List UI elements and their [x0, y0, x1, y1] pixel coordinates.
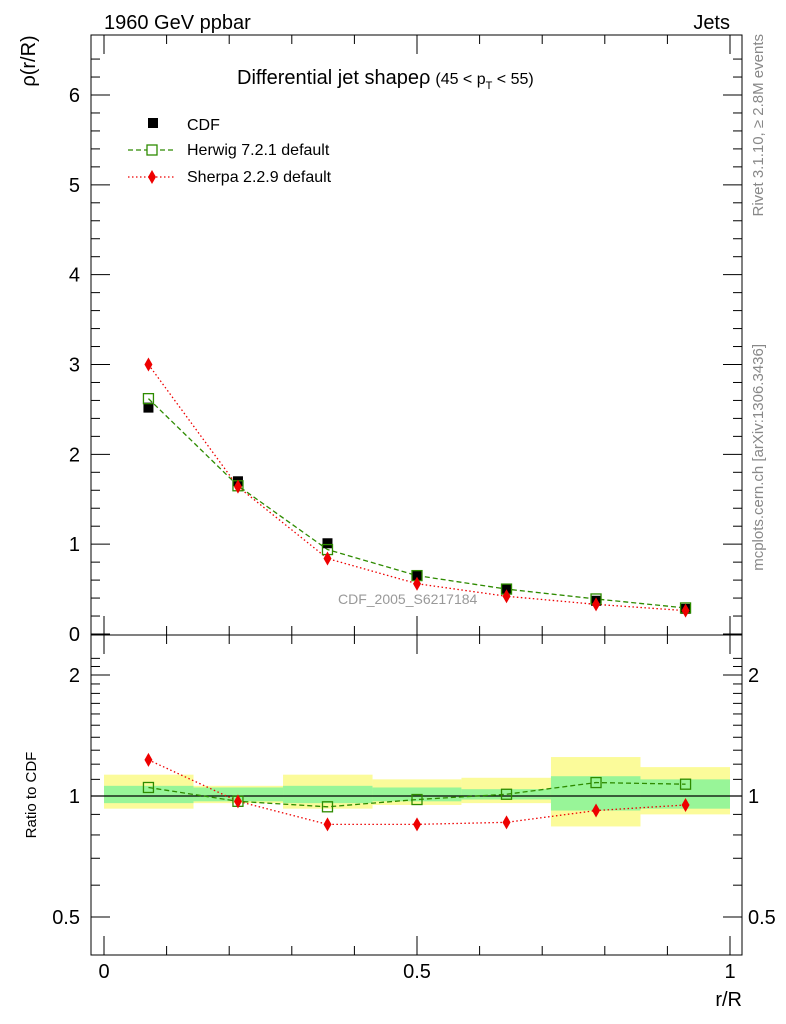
sherpa-point: [592, 597, 601, 612]
x-axis-label: r/R: [715, 989, 742, 1011]
cdf-point: [322, 538, 333, 549]
sherpa-ratio-point: [592, 803, 601, 818]
sherpa-point: [502, 589, 511, 604]
main-ytick-label: 6: [69, 85, 80, 107]
title-subscript: T: [486, 80, 493, 92]
herwig-ratio-point: [500, 788, 513, 800]
ratio-ytick-label-right: 2: [748, 665, 759, 687]
rivet-label: Rivet 3.1.10, ≥ 2.8M events: [750, 34, 767, 217]
category-label: Jets: [693, 12, 730, 34]
sherpa-ratio-point: [323, 817, 332, 832]
legend-sherpa-label: Sherpa 2.2.9 default: [187, 169, 332, 186]
ratio-ytick-label-right: 0.5: [748, 907, 776, 929]
title-rho: ρ: [419, 67, 430, 89]
ratio-ylabel: Ratio to CDF: [23, 752, 40, 839]
main-ytick-label: 3: [69, 355, 80, 377]
sherpa-point: [144, 357, 153, 372]
sherpa-ratio-point: [681, 797, 690, 812]
title-range-close: < 55): [492, 71, 533, 88]
main-marks-layer: [142, 357, 692, 618]
ratio-ytick-label: 2: [69, 665, 80, 687]
herwig-ratio-point: [590, 776, 602, 789]
cdf-uncertainty-band-inner: [461, 789, 551, 800]
sherpa-ratio-point: [144, 752, 153, 767]
legend-cdf-label: CDF: [187, 117, 220, 134]
sherpa-point: [681, 603, 690, 618]
main-ytick-label: 2: [69, 444, 80, 466]
herwig-ratio-point: [411, 793, 423, 806]
herwig-point: [142, 392, 155, 405]
sherpa-ratio-point: [413, 817, 421, 832]
ratio-xtick-label: 0: [98, 961, 109, 983]
legend: CDF Herwig 7.2.1 default Sherpa 2.2.9 de…: [128, 117, 332, 186]
main-ytick-label: 0: [69, 624, 80, 646]
cdf-point: [412, 570, 422, 581]
title-range-open: (45 < p: [435, 71, 485, 88]
ratio-bands-layer: [104, 757, 730, 827]
ratio-marks-layer: [142, 752, 692, 832]
legend-cdf-marker: [148, 118, 158, 128]
sherpa-ratio-point: [502, 815, 511, 830]
herwig-ratio-point: [679, 778, 692, 790]
cdf-point: [143, 402, 154, 413]
herwig-ratio-point: [321, 801, 334, 813]
cdf-uncertainty-band-inner: [104, 785, 194, 804]
plot-title: Differential jet shapeρ (45 < pT < 55): [237, 67, 534, 92]
main-ytick-label: 1: [69, 534, 80, 556]
legend-herwig-marker: [146, 144, 158, 156]
main-panel: 0 1 2 3 4 5 6 ρ(r/R) CDF_2005_S6217184 Differe…: [18, 34, 743, 646]
cdf-point: [501, 584, 512, 595]
main-ytick-label: 4: [69, 265, 80, 287]
sherpa-point: [233, 479, 242, 494]
title-main: Differential jet shape: [237, 67, 419, 89]
sherpa-point: [413, 576, 421, 591]
ratio-xtick-label: 1: [724, 961, 735, 983]
ratio-xtick-label: 0.5: [403, 961, 431, 983]
ratio-ticks-layer: 0.5 0.5 1 1 2 2 0 0.5 1: [52, 635, 776, 983]
ratio-panel: 0.5 0.5 1 1 2 2 0 0.5 1 Ratio to CDF r/R: [23, 634, 776, 1011]
main-ylabel: ρ(r/R): [18, 35, 40, 86]
sherpa-ratio-point: [233, 794, 242, 809]
main-ytick-label: 5: [69, 175, 80, 197]
cdf-uncertainty-band-inner: [283, 785, 373, 804]
sherpa-point: [323, 551, 332, 566]
legend-herwig-label: Herwig 7.2.1 default: [187, 142, 330, 159]
analysis-watermark: CDF_2005_S6217184: [338, 591, 478, 607]
ratio-ytick-label-right: 1: [748, 786, 759, 808]
legend-sherpa-marker: [148, 170, 156, 184]
herwig-ratio-point: [142, 781, 155, 794]
ratio-ytick-label: 0.5: [52, 907, 80, 929]
mcplots-label: mcplots.cern.ch [arXiv:1306.3436]: [750, 344, 767, 571]
ratio-ytick-label: 1: [69, 786, 80, 808]
main-ticks-layer: 0 1 2 3 4 5 6: [69, 35, 742, 646]
energy-label: 1960 GeV ppbar: [104, 12, 251, 34]
